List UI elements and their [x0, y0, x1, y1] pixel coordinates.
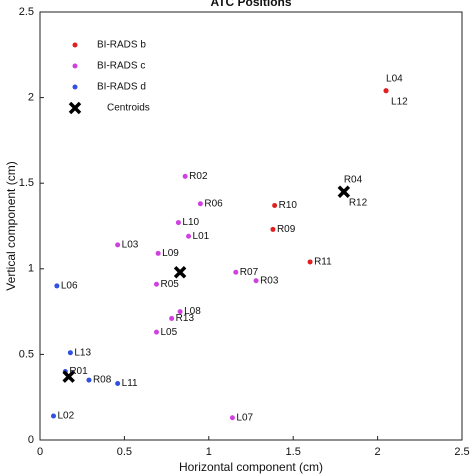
plot-frame	[39, 11, 463, 441]
point	[175, 220, 181, 226]
point-label: R07	[240, 267, 259, 278]
point-label: L13	[74, 347, 91, 358]
x-tick-label: 2.5	[454, 446, 469, 458]
point	[272, 202, 278, 208]
point-label: R02	[189, 171, 208, 182]
point	[177, 309, 183, 315]
x-tick-label: 0.5	[117, 446, 132, 458]
centroid	[337, 185, 351, 198]
point	[186, 233, 192, 239]
x-axis-label: Horizontal component (cm)	[179, 460, 323, 474]
point	[383, 88, 389, 94]
point	[153, 329, 159, 335]
point	[307, 259, 313, 265]
point-label: R09	[277, 224, 296, 235]
legend-marker	[72, 42, 78, 48]
point-label: L08	[184, 306, 201, 317]
point-label: L05	[160, 327, 177, 338]
centroid	[173, 265, 187, 279]
legend-marker	[72, 84, 78, 90]
point-label: R06	[204, 198, 223, 209]
point-label: L12	[391, 96, 408, 107]
point	[229, 415, 235, 421]
x-tick-label: 1	[206, 446, 212, 458]
y-axis-label: Vertical component (cm)	[4, 161, 18, 290]
point	[253, 278, 259, 284]
point-label: L06	[61, 281, 78, 292]
point-label: L09	[162, 248, 179, 259]
point-label: R01	[69, 366, 88, 377]
point	[233, 269, 239, 275]
point	[67, 350, 73, 356]
point-label: L04	[386, 73, 403, 84]
y-tick-label: 0.5	[19, 348, 34, 360]
point-label: R10	[279, 200, 298, 211]
point	[153, 281, 159, 287]
point	[86, 377, 92, 383]
x-tick-label: 1.5	[286, 446, 301, 458]
point	[51, 413, 57, 419]
y-tick-label: 0	[28, 434, 34, 446]
point-label: L07	[236, 412, 253, 423]
point	[182, 173, 188, 179]
point-label: R12	[349, 197, 368, 208]
x-tick-label: 0	[37, 446, 43, 458]
point	[270, 226, 276, 232]
point-label: R11	[314, 257, 332, 268]
point	[169, 315, 175, 321]
legend-marker	[72, 63, 78, 69]
point	[197, 201, 203, 207]
point-label: R13	[176, 313, 195, 324]
point-label: L11	[122, 378, 138, 389]
y-tick-label: 1.5	[19, 177, 34, 189]
point-label: R04	[344, 174, 363, 185]
point-label: L03	[122, 239, 139, 250]
point	[54, 283, 60, 289]
point-label: L01	[193, 231, 210, 242]
point	[115, 242, 121, 248]
legend-label: BI-RADS b	[97, 40, 146, 51]
point-label: R08	[93, 375, 112, 386]
centroid	[62, 370, 75, 383]
chart-title: ATC Positions	[210, 0, 291, 9]
x-tick-label: 2	[375, 446, 381, 458]
legend-marker	[68, 101, 82, 115]
legend-label: BI-RADS c	[97, 61, 145, 72]
legend-label: Centroids	[107, 103, 150, 114]
y-tick-label: 2.5	[19, 6, 34, 18]
y-tick-label: 1	[28, 263, 34, 275]
point-label: R05	[160, 279, 179, 290]
legend-label: BI-RADS d	[97, 82, 146, 93]
point-label: L02	[58, 411, 75, 422]
point-label: L10	[182, 217, 199, 228]
point	[155, 250, 161, 256]
y-tick-label: 2	[28, 92, 34, 104]
point	[115, 381, 121, 387]
point-label: R03	[260, 275, 279, 286]
